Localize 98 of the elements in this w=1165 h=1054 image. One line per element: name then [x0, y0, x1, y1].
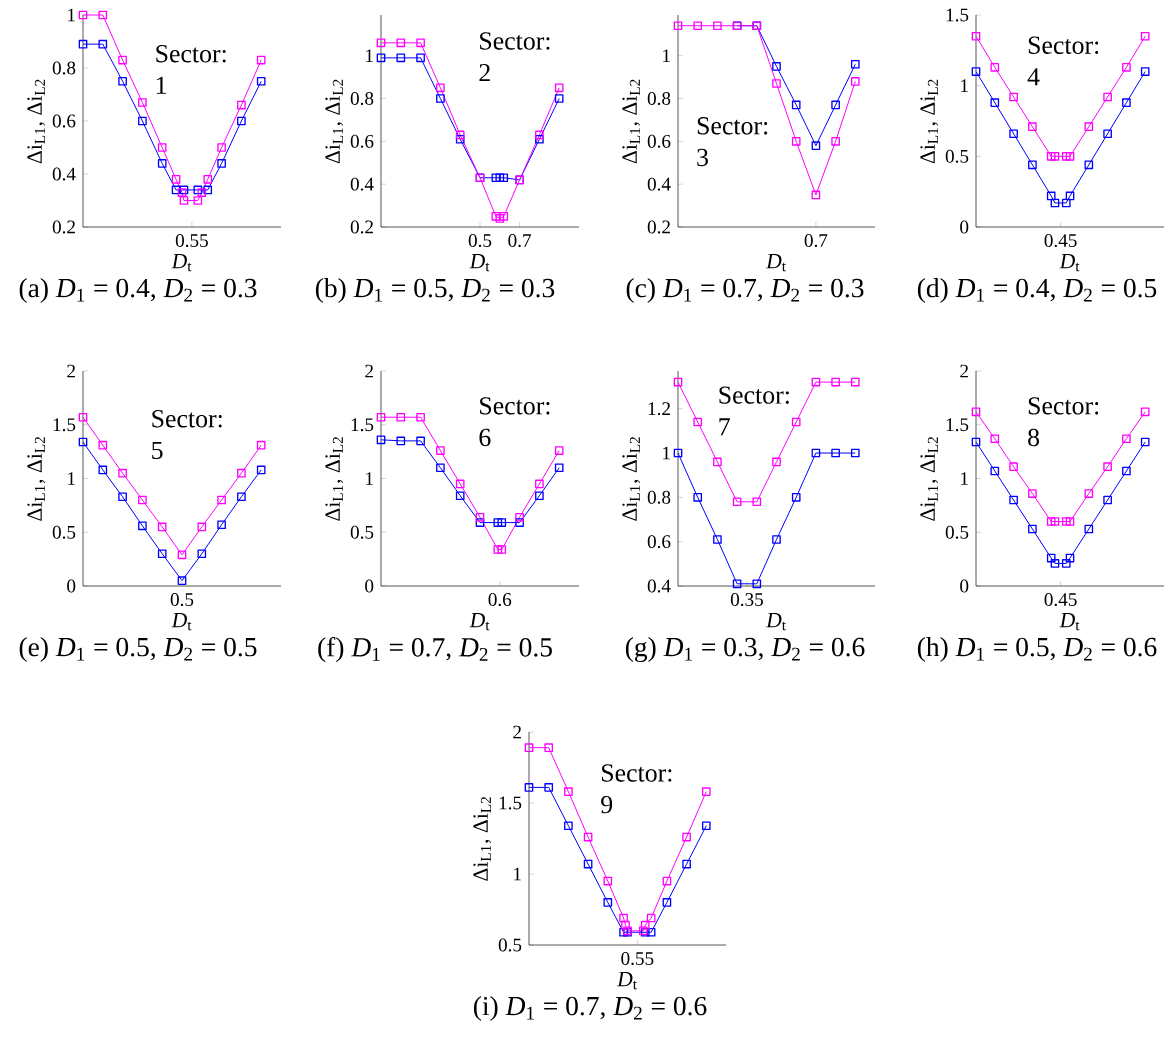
- y-tick-label: 0.2: [350, 220, 373, 234]
- y-axis-title: Δi$_{L1}$, Δi$_{L2}$: [622, 79, 641, 164]
- x-axis-title: D$_{t}$: [1059, 254, 1080, 272]
- text: (a) D$_{1}$ = 0.4, D$_{2}$ = 0.3: [19, 278, 257, 303]
- annotation: 1: [156, 76, 166, 94]
- y-tick-label: 1: [514, 867, 521, 881]
- y-axis-title: Δi$_{L1}$, Δi$_{L2}$: [325, 79, 344, 164]
- y-tick-label: 1: [961, 79, 968, 92]
- y-tick-label: 2: [67, 364, 75, 378]
- x-tick-label: 0.7: [508, 234, 532, 248]
- annotation: Sector:: [480, 397, 550, 415]
- y-tick-label: 0.5: [350, 525, 374, 539]
- annotation: Sector:: [156, 45, 226, 63]
- y-axis-title: Δi$_{L1}$, Δi$_{L2}$: [27, 437, 46, 521]
- y-tick-label: 1: [961, 472, 968, 485]
- x-axis-title: D$_{t}$: [616, 972, 637, 990]
- annotation: Sector:: [152, 410, 222, 428]
- x-axis-title: D$_{t}$: [171, 254, 192, 272]
- y-tick-label: 1.2: [648, 402, 670, 416]
- annotation: 6: [479, 428, 491, 447]
- x-tick-label: 0.35: [730, 593, 763, 607]
- x-axis-title: D$_{t}$: [1059, 613, 1080, 631]
- y-tick-label: 0.6: [52, 114, 76, 128]
- y-tick-label: 1.5: [499, 796, 522, 810]
- y-tick-label: 0.5: [52, 525, 76, 539]
- y-tick-label: 0.8: [647, 490, 671, 504]
- y-tick-label: 0.2: [647, 220, 670, 234]
- y-tick-label: 0.4: [350, 177, 374, 191]
- annotation: 4: [1027, 68, 1040, 86]
- x-axis-title: D$_{t}$: [469, 613, 490, 631]
- annotation: Sector:: [480, 32, 550, 50]
- y-tick-label: 1.5: [946, 418, 969, 432]
- text: (b) D$_{1}$ = 0.5, D$_{2}$ = 0.3: [315, 278, 555, 303]
- y-tick-label: 0.4: [647, 579, 671, 593]
- x-tick-label: 0.45: [1044, 593, 1077, 607]
- y-tick-label: 0.8: [647, 92, 671, 106]
- y-tick-label: 2: [960, 364, 968, 378]
- annotation: Sector:: [697, 117, 768, 135]
- y-tick-label: 1: [663, 49, 670, 63]
- y-tick-label: 0.5: [498, 938, 522, 952]
- y-axis-title: Δi$_{L1}$, Δi$_{L2}$: [622, 437, 641, 521]
- y-tick-label: 0.5: [945, 149, 969, 163]
- y-tick-label: 1: [68, 8, 75, 22]
- annotation: 7: [719, 418, 730, 436]
- x-axis-title: D$_{t}$: [765, 613, 786, 631]
- y-tick-label: 0.6: [647, 535, 671, 549]
- y-tick-label: 0.6: [647, 134, 671, 148]
- x-axis-title: D$_{t}$: [765, 254, 786, 272]
- y-tick-label: 1.5: [53, 418, 76, 432]
- x-tick-label: 0.45: [1044, 234, 1077, 248]
- y-tick-label: 0.4: [52, 167, 76, 181]
- y-tick-label: 0.5: [945, 525, 969, 539]
- y-axis-title: Δi$_{L1}$, Δi$_{L2}$: [27, 79, 46, 164]
- y-tick-label: 0.4: [647, 177, 671, 191]
- x-axis-title: D$_{t}$: [171, 613, 192, 631]
- annotation: Sector:: [1028, 397, 1099, 415]
- x-tick-label: 0.5: [468, 234, 492, 248]
- y-tick-label: 0.8: [52, 61, 76, 75]
- x-tick-label: 0.55: [175, 234, 208, 248]
- x-tick-label: 0.55: [621, 952, 654, 966]
- text: (g) D$_{1}$ = 0.3, D$_{2}$ = 0.6: [625, 637, 865, 663]
- y-tick-label: 0: [960, 220, 969, 234]
- annotation: 2: [479, 63, 490, 82]
- text: (h) D$_{1}$ = 0.5, D$_{2}$ = 0.6: [917, 637, 1157, 662]
- y-axis-title: Δi$_{L1}$, Δi$_{L2}$: [920, 79, 939, 164]
- y-tick-label: 1: [663, 446, 670, 460]
- x-tick-label: 0.6: [488, 593, 512, 607]
- annotation: 3: [697, 148, 708, 167]
- y-tick-label: 1: [68, 472, 75, 485]
- y-tick-label: 0: [67, 579, 76, 593]
- y-tick-label: 0: [960, 579, 969, 593]
- annotation: Sector:: [601, 764, 672, 782]
- text: (i) D$_{1}$ = 0.7, D$_{2}$ = 0.6: [473, 996, 707, 1021]
- text: (d) D$_{1}$ = 0.4, D$_{2}$ = 0.5: [917, 278, 1157, 303]
- y-tick-label: 0: [365, 579, 374, 593]
- annotation: 9: [601, 795, 613, 814]
- annotation: Sector:: [719, 386, 789, 404]
- text: (c) D$_{1}$ = 0.7, D$_{2}$ = 0.3: [626, 278, 864, 303]
- y-tick-label: 1.5: [351, 418, 374, 432]
- y-tick-label: 1: [366, 49, 373, 63]
- annotation: Sector:: [1028, 36, 1099, 55]
- y-tick-label: 0.2: [52, 220, 75, 234]
- y-tick-label: 0.8: [350, 92, 374, 106]
- annotation: 8: [1028, 428, 1040, 447]
- y-tick-label: 1: [366, 472, 373, 485]
- x-tick-label: 0.5: [170, 593, 194, 607]
- y-axis-title: Δi$_{L1}$, Δi$_{L2}$: [473, 797, 492, 881]
- y-tick-label: 0.6: [350, 134, 374, 148]
- y-tick-label: 2: [365, 364, 373, 378]
- annotation: 5: [152, 441, 163, 460]
- x-tick-label: 0.7: [804, 234, 828, 248]
- x-axis-title: D$_{t}$: [469, 254, 490, 272]
- y-axis-title: Δi$_{L1}$, Δi$_{L2}$: [920, 437, 939, 521]
- y-tick-label: 1.5: [946, 8, 969, 22]
- y-tick-label: 2: [513, 725, 521, 739]
- text: (f) D$_{1}$ = 0.7, D$_{2}$ = 0.5: [318, 637, 552, 663]
- y-axis-title: Δi$_{L1}$, Δi$_{L2}$: [325, 437, 344, 521]
- text: (e) D$_{1}$ = 0.5, D$_{2}$ = 0.5: [19, 637, 257, 662]
